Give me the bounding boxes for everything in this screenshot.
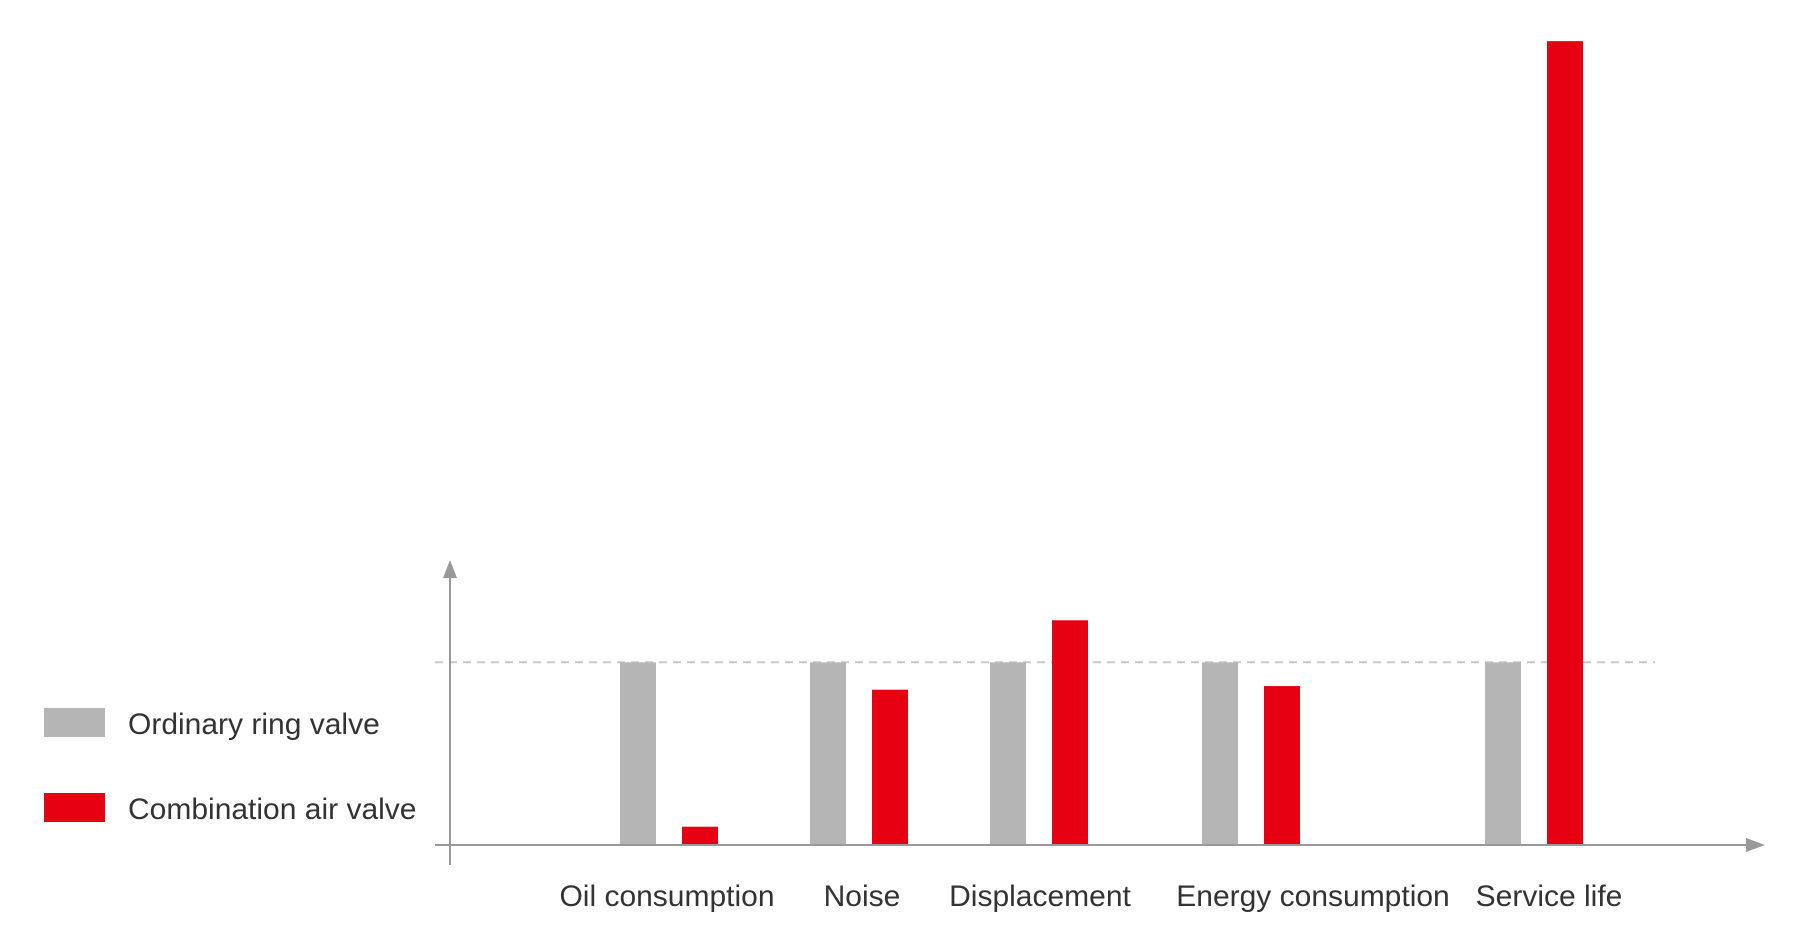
legend: Ordinary ring valve Combination air valve <box>44 708 416 826</box>
bar-combination-3 <box>1264 686 1300 845</box>
x-tick-label: Service life <box>1476 880 1623 913</box>
x-tick-labels: Oil consumption Noise Displacement Energy c… <box>559 880 1622 913</box>
bar-ordinary-3 <box>1202 662 1238 845</box>
bar-ordinary-1 <box>810 662 846 845</box>
x-tick-label: Noise <box>824 880 901 913</box>
legend-swatch <box>44 793 105 822</box>
bar-ordinary-2 <box>990 662 1026 845</box>
bar-ordinary-4 <box>1485 662 1521 845</box>
legend-label: Ordinary ring valve <box>128 708 380 741</box>
axes <box>435 560 1765 865</box>
x-tick-label: Oil consumption <box>559 880 774 913</box>
bar-combination-0 <box>682 826 718 845</box>
legend-swatch <box>44 708 105 737</box>
x-tick-label: Displacement <box>949 880 1131 913</box>
y-axis-arrow-icon <box>443 560 457 578</box>
legend-label: Combination air valve <box>128 793 416 826</box>
bar-ordinary-0 <box>620 662 656 845</box>
x-tick-label: Energy consumption <box>1176 880 1450 913</box>
bar-combination-2 <box>1052 620 1088 845</box>
bar-combination-4 <box>1547 41 1583 846</box>
bar-combination-1 <box>872 689 908 845</box>
x-axis-arrow-icon <box>1746 838 1765 852</box>
bars <box>620 41 1583 846</box>
